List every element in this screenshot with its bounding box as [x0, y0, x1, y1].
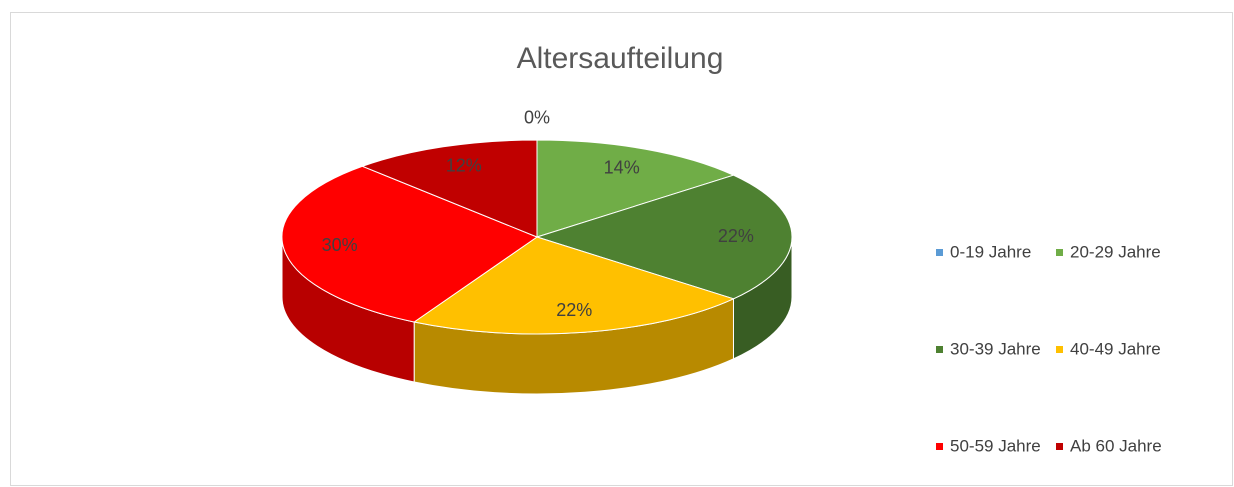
- chart-title: Altersaufteilung: [517, 42, 724, 75]
- legend-label: 50-59 Jahre: [950, 436, 1041, 455]
- legend-swatch: [1056, 249, 1063, 256]
- slice: [412, 236, 735, 335]
- data-label: 30%: [322, 235, 358, 255]
- slice: [281, 165, 539, 323]
- legend-swatch: [1056, 443, 1063, 450]
- data-label: 12%: [446, 155, 482, 175]
- slice: [536, 139, 735, 238]
- legend-swatch: [936, 249, 943, 256]
- legend-label: Ab 60 Jahre: [1070, 436, 1162, 455]
- slice: [361, 139, 538, 238]
- legend-swatch: [936, 346, 943, 353]
- data-label: 0%: [524, 107, 550, 127]
- legend-label: 30-39 Jahre: [950, 339, 1041, 358]
- legend-label: 40-49 Jahre: [1070, 339, 1161, 358]
- data-label: 14%: [604, 157, 640, 177]
- data-label: 22%: [718, 226, 754, 246]
- legend-swatch: [936, 443, 943, 450]
- legend-label: 0-19 Jahre: [950, 242, 1031, 261]
- legend-swatch: [1056, 346, 1063, 353]
- data-label: 22%: [556, 300, 592, 320]
- slice: [535, 174, 793, 300]
- legend-label: 20-29 Jahre: [1070, 242, 1161, 261]
